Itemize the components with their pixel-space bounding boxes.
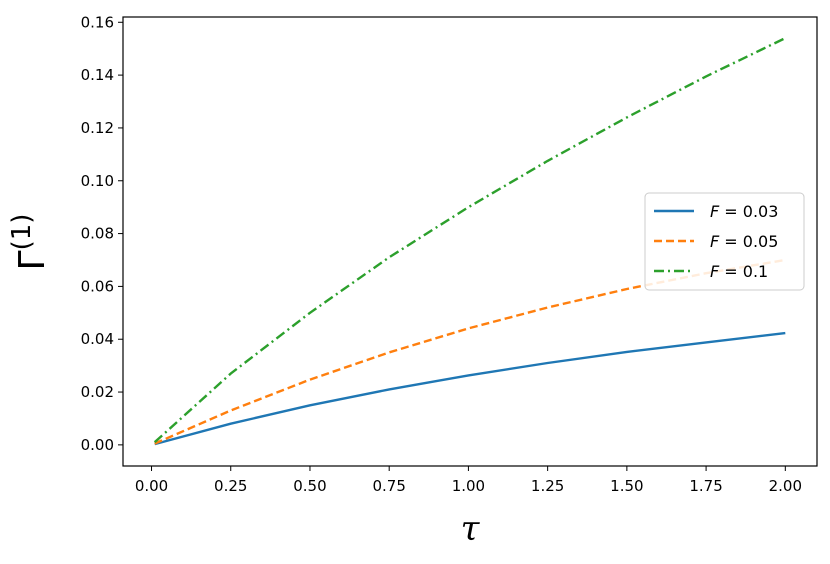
y-tick-label: 0.00 bbox=[81, 436, 114, 454]
y-tick-label: 0.12 bbox=[81, 119, 114, 137]
x-tick-label: 2.00 bbox=[769, 477, 802, 495]
svg-text:Γ(1): Γ(1) bbox=[7, 214, 53, 271]
x-tick-label: 1.75 bbox=[689, 477, 722, 495]
series-line-1 bbox=[154, 331, 786, 446]
y-axis-label: Γ(1) bbox=[7, 214, 53, 271]
y-axis: 0.00 0.02 0.04 0.06 0.08 0.10 0.12 0.14 0.16 bbox=[81, 13, 123, 454]
x-axis-label: τ bbox=[461, 509, 481, 549]
y-tick-label: 0.02 bbox=[81, 383, 114, 401]
x-tick-label: 0.75 bbox=[372, 477, 405, 495]
x-tick-label: 1.25 bbox=[531, 477, 564, 495]
legend-box bbox=[644, 192, 805, 291]
plot-lines bbox=[153, 37, 786, 446]
x-tick-label: 0.50 bbox=[293, 477, 326, 495]
y-axis-label-sup: (1) bbox=[7, 214, 37, 251]
y-tick-label: 0.14 bbox=[81, 66, 114, 84]
x-axis: 0.00 0.25 0.50 0.75 1.00 1.25 1.50 1.75 2.00 bbox=[135, 466, 802, 495]
y-tick-label: 0.04 bbox=[81, 330, 114, 348]
legend-label-1: F = 0.03 bbox=[710, 202, 778, 221]
y-axis-label-base: Γ bbox=[12, 250, 53, 270]
series-line-3 bbox=[153, 37, 786, 444]
x-tick-label: 0.25 bbox=[214, 477, 247, 495]
series-line-2 bbox=[154, 258, 786, 445]
legend-label-3: F = 0.1 bbox=[710, 262, 768, 281]
plot-frame bbox=[122, 16, 818, 467]
legend: F = 0.03 F = 0.05 F = 0.1 bbox=[644, 192, 805, 291]
y-tick-label: 0.16 bbox=[81, 13, 114, 31]
x-tick-label: 1.50 bbox=[610, 477, 643, 495]
legend-label-2: F = 0.05 bbox=[710, 232, 778, 251]
y-tick-label: 0.10 bbox=[81, 172, 114, 190]
x-tick-label: 0.00 bbox=[135, 477, 168, 495]
x-tick-label: 1.00 bbox=[452, 477, 485, 495]
y-tick-label: 0.06 bbox=[81, 277, 114, 295]
y-tick-label: 0.08 bbox=[81, 225, 114, 243]
